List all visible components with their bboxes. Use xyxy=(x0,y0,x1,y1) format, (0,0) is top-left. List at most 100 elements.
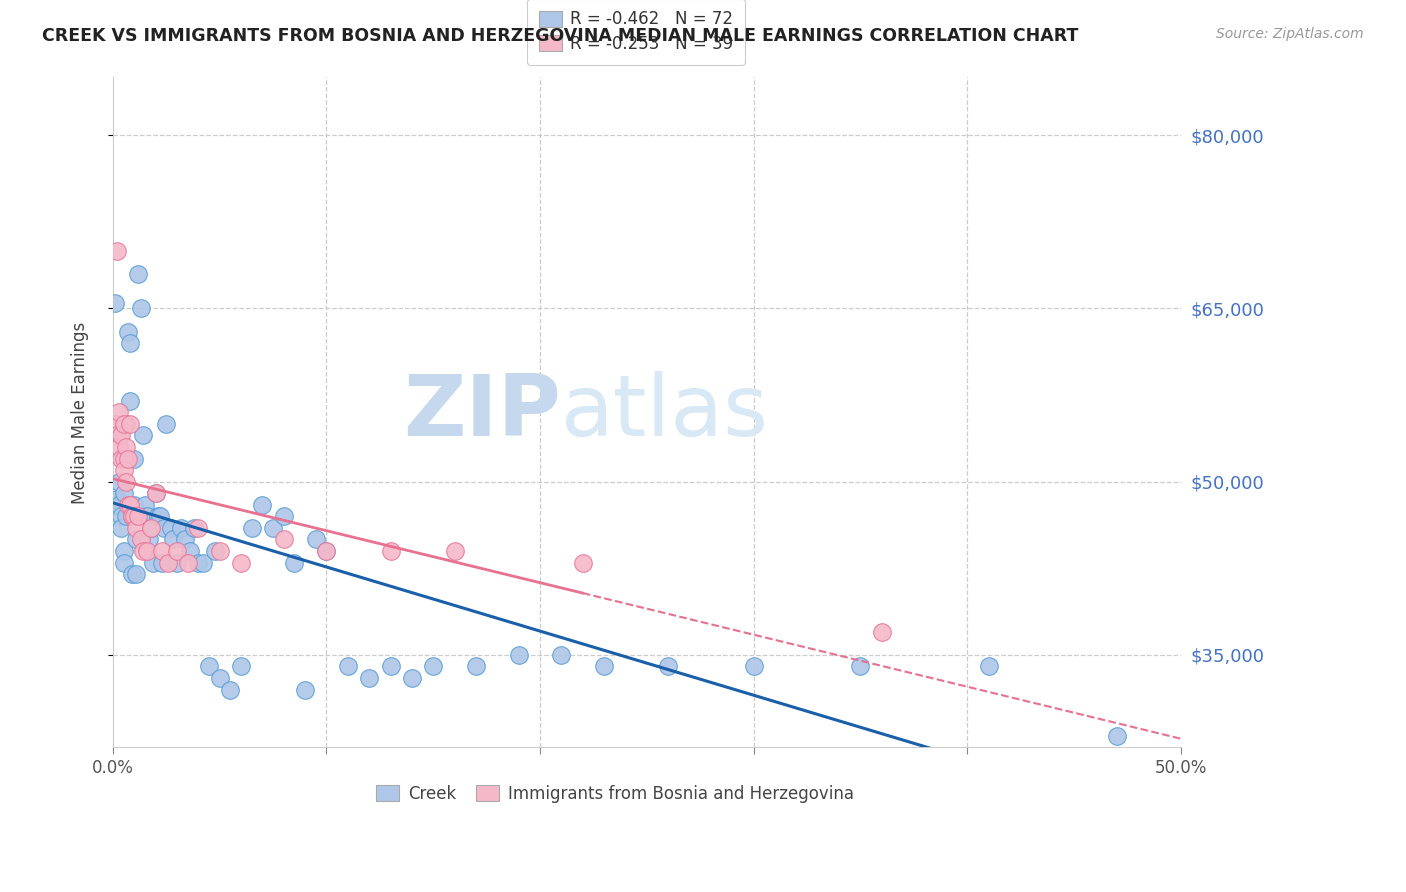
Point xyxy=(118,336,141,351)
Point xyxy=(132,428,155,442)
Point xyxy=(208,671,231,685)
Point xyxy=(112,417,135,431)
Point xyxy=(149,509,172,524)
Point xyxy=(118,393,141,408)
Point xyxy=(315,544,337,558)
Point xyxy=(122,498,145,512)
Point xyxy=(1105,729,1128,743)
Text: CREEK VS IMMIGRANTS FROM BOSNIA AND HERZEGOVINA MEDIAN MALE EARNINGS CORRELATION: CREEK VS IMMIGRANTS FROM BOSNIA AND HERZ… xyxy=(42,27,1078,45)
Point xyxy=(162,533,184,547)
Point xyxy=(170,521,193,535)
Point xyxy=(977,659,1000,673)
Point xyxy=(121,509,143,524)
Point xyxy=(110,509,132,524)
Point xyxy=(150,556,173,570)
Point xyxy=(138,533,160,547)
Point xyxy=(114,440,136,454)
Point xyxy=(187,521,209,535)
Point xyxy=(359,671,381,685)
Point xyxy=(146,509,169,524)
Point xyxy=(108,475,131,489)
Point xyxy=(208,544,231,558)
Point xyxy=(273,533,295,547)
Point xyxy=(125,567,148,582)
Point xyxy=(229,659,252,673)
Point xyxy=(262,521,284,535)
Point xyxy=(401,671,423,685)
Point xyxy=(112,451,135,466)
Point xyxy=(114,509,136,524)
Point xyxy=(105,428,128,442)
Point xyxy=(443,544,465,558)
Point xyxy=(166,544,188,558)
Point xyxy=(129,301,152,316)
Point xyxy=(129,533,152,547)
Point xyxy=(114,417,136,431)
Point xyxy=(121,509,143,524)
Point xyxy=(105,491,128,506)
Point xyxy=(108,440,131,454)
Point xyxy=(550,648,572,662)
Point xyxy=(104,417,127,431)
Point xyxy=(110,451,132,466)
Point xyxy=(204,544,226,558)
Point xyxy=(108,498,131,512)
Point xyxy=(132,544,155,558)
Point xyxy=(155,417,177,431)
Point xyxy=(125,533,148,547)
Point xyxy=(117,451,139,466)
Point xyxy=(118,417,141,431)
Point xyxy=(141,521,163,535)
Point xyxy=(153,521,176,535)
Text: Source: ZipAtlas.com: Source: ZipAtlas.com xyxy=(1216,27,1364,41)
Point xyxy=(380,544,402,558)
Point xyxy=(117,498,139,512)
Text: atlas: atlas xyxy=(561,371,769,454)
Point xyxy=(380,659,402,673)
Point xyxy=(849,659,872,673)
Point xyxy=(132,509,155,524)
Point xyxy=(219,682,242,697)
Point xyxy=(108,405,131,419)
Point xyxy=(112,463,135,477)
Point xyxy=(176,556,198,570)
Y-axis label: Median Male Earnings: Median Male Earnings xyxy=(72,321,89,503)
Point xyxy=(127,509,149,524)
Point xyxy=(183,521,205,535)
Point xyxy=(112,556,135,570)
Point xyxy=(315,544,337,558)
Point xyxy=(122,509,145,524)
Point xyxy=(593,659,616,673)
Point xyxy=(112,544,135,558)
Point xyxy=(422,659,444,673)
Point xyxy=(198,659,221,673)
Point xyxy=(117,325,139,339)
Point xyxy=(187,556,209,570)
Point xyxy=(174,533,197,547)
Point xyxy=(114,475,136,489)
Point xyxy=(508,648,530,662)
Point xyxy=(145,486,167,500)
Point xyxy=(240,521,263,535)
Point xyxy=(191,556,214,570)
Point xyxy=(657,659,679,673)
Point xyxy=(229,556,252,570)
Text: ZIP: ZIP xyxy=(404,371,561,454)
Point xyxy=(141,521,163,535)
Point xyxy=(150,544,173,558)
Point xyxy=(305,533,328,547)
Legend: Creek, Immigrants from Bosnia and Herzegovina: Creek, Immigrants from Bosnia and Herzeg… xyxy=(366,774,863,813)
Point xyxy=(145,486,167,500)
Point xyxy=(252,498,274,512)
Point xyxy=(136,509,159,524)
Point xyxy=(157,556,180,570)
Point xyxy=(127,267,149,281)
Point xyxy=(112,486,135,500)
Point xyxy=(134,498,156,512)
Point xyxy=(110,428,132,442)
Point xyxy=(104,417,127,431)
Point xyxy=(104,295,127,310)
Point xyxy=(336,659,359,673)
Point xyxy=(179,544,201,558)
Point xyxy=(571,556,593,570)
